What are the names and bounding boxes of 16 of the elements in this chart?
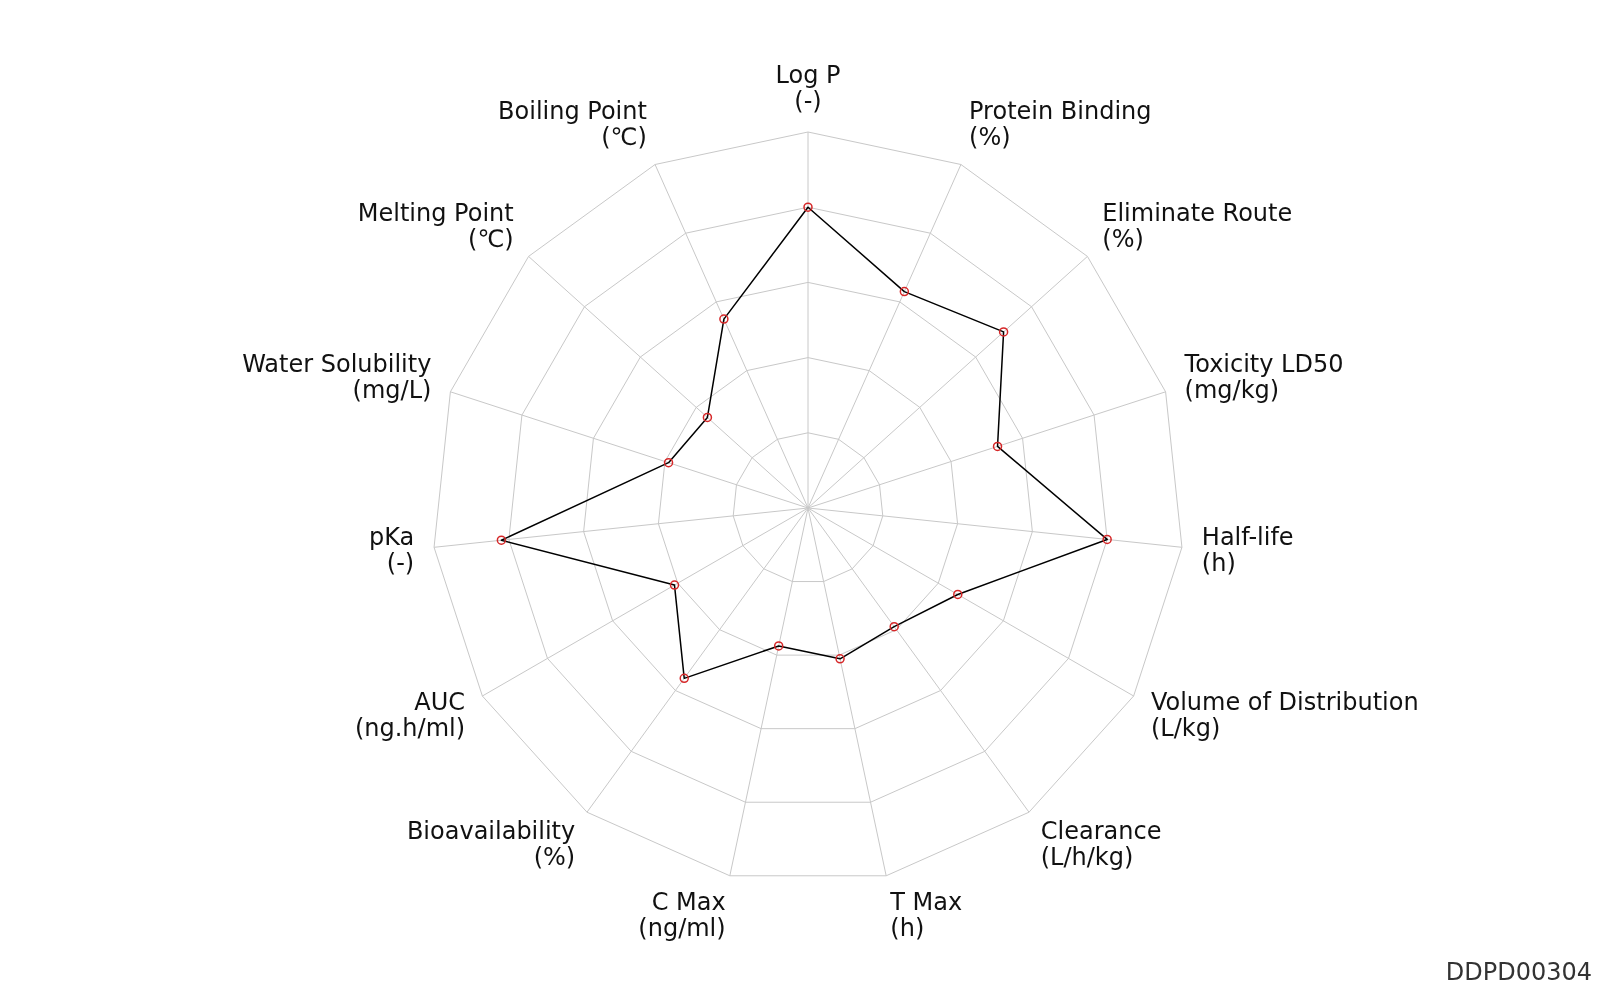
- spoke-label: T Max (h): [889, 887, 963, 942]
- spoke-label: pKa (-): [368, 522, 415, 577]
- spoke-label: Eliminate Route (%): [1102, 199, 1293, 254]
- spoke-label: Water Solubility (mg/L): [242, 349, 432, 404]
- spoke-label: Protein Binding (%): [969, 97, 1152, 152]
- spoke-label: Boiling Point (℃): [498, 97, 647, 152]
- spoke-label: Toxicity LD50 (mg/kg): [1183, 349, 1344, 404]
- spoke-label: Bioavailability (%): [406, 817, 576, 872]
- spoke-label: Half-life (h): [1201, 522, 1294, 577]
- text: DDPD00304: [1445, 958, 1592, 986]
- spoke-label: Log P (-): [775, 61, 841, 115]
- spoke-label: Melting Point (℃): [357, 199, 514, 254]
- spoke-label: AUC (ng.h/ml): [354, 688, 466, 742]
- spoke-label: Volume of Distribution (L/kg): [1150, 688, 1419, 742]
- spoke-label: Clearance (L/h/kg): [1040, 817, 1162, 872]
- spoke-label: C Max (ng/ml): [638, 887, 726, 942]
